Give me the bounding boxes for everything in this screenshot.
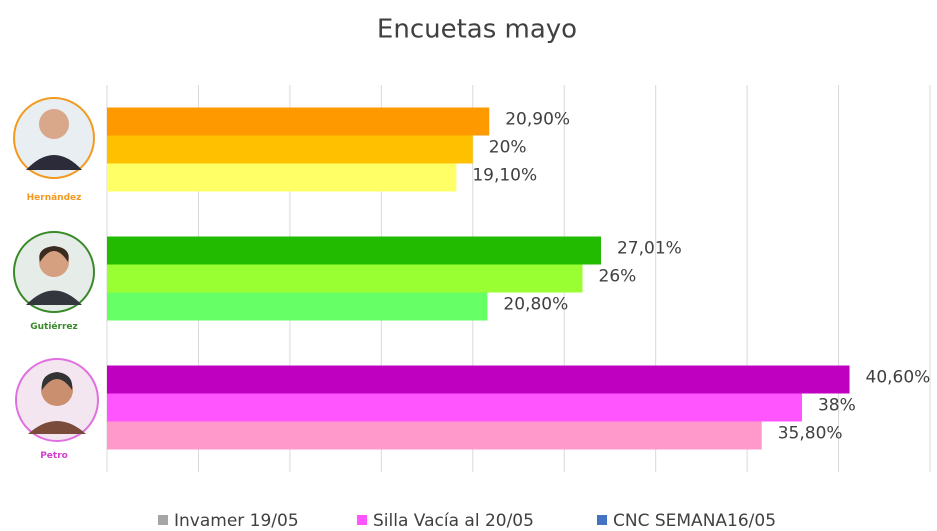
photo xyxy=(14,98,94,178)
chart-title: Encuetas mayo xyxy=(377,15,577,45)
category-label: Petro xyxy=(40,451,68,461)
category-label: Gutiérrez xyxy=(30,321,78,332)
photo xyxy=(16,359,98,441)
bar xyxy=(107,237,601,265)
legend-marker xyxy=(357,515,367,525)
legend-label: Silla Vacía al 20/05 xyxy=(373,511,534,531)
legend-label: Invamer 19/05 xyxy=(174,511,299,531)
value-label: 20,90% xyxy=(505,110,570,130)
legend-marker xyxy=(597,515,607,525)
value-label: 38% xyxy=(818,396,856,416)
bar xyxy=(107,394,802,422)
value-label: 27,01% xyxy=(617,239,682,259)
chart: Encuetas mayo Hernández 19,10% 20% 20,90% Gu… xyxy=(0,0,937,531)
value-label: 35,80% xyxy=(778,424,843,444)
legend-marker xyxy=(158,515,168,525)
photo xyxy=(14,232,94,312)
bar xyxy=(107,422,762,450)
value-label: 40,60% xyxy=(866,368,931,388)
legend-label: CNC SEMANA16/05 xyxy=(613,511,776,531)
photos xyxy=(14,98,98,441)
bar xyxy=(107,164,456,192)
bar xyxy=(107,293,487,321)
category-label: Hernández xyxy=(27,193,82,203)
bar xyxy=(107,108,489,136)
value-label: 20% xyxy=(489,138,527,158)
bar xyxy=(107,136,473,164)
bar xyxy=(107,366,850,394)
value-label: 20,80% xyxy=(503,295,568,315)
value-label: 19,10% xyxy=(472,166,537,186)
value-label: 26% xyxy=(599,267,637,287)
bar xyxy=(107,265,583,293)
